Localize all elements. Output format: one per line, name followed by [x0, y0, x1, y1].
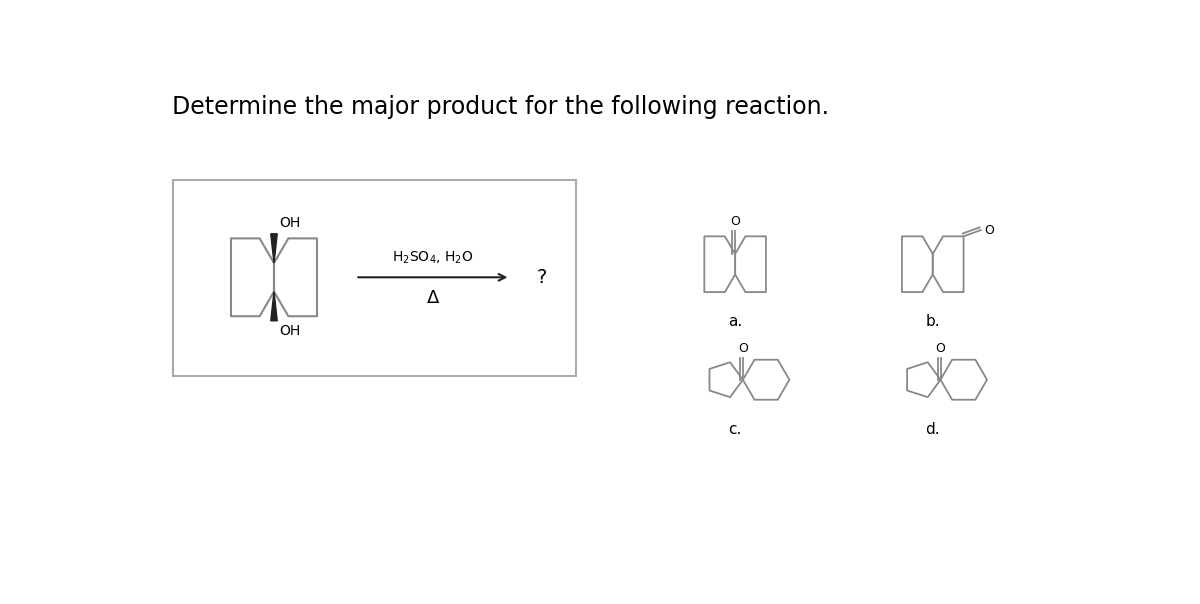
Text: O: O: [738, 342, 748, 355]
Polygon shape: [271, 234, 277, 263]
Text: OH: OH: [280, 324, 301, 338]
Text: OH: OH: [280, 216, 301, 230]
Text: O: O: [730, 215, 740, 228]
Bar: [173, 179, 576, 376]
Text: Determine the major product for the following reaction.: Determine the major product for the foll…: [172, 95, 829, 119]
Text: c.: c.: [728, 422, 742, 437]
Text: d.: d.: [925, 422, 940, 437]
Text: Δ: Δ: [427, 289, 439, 307]
Text: O: O: [936, 342, 946, 355]
Text: b.: b.: [925, 313, 940, 329]
Polygon shape: [271, 292, 277, 321]
Text: a.: a.: [728, 313, 743, 329]
Text: H$_2$SO$_4$, H$_2$O: H$_2$SO$_4$, H$_2$O: [392, 249, 474, 266]
Text: O: O: [984, 223, 995, 237]
Text: ?: ?: [536, 268, 546, 287]
